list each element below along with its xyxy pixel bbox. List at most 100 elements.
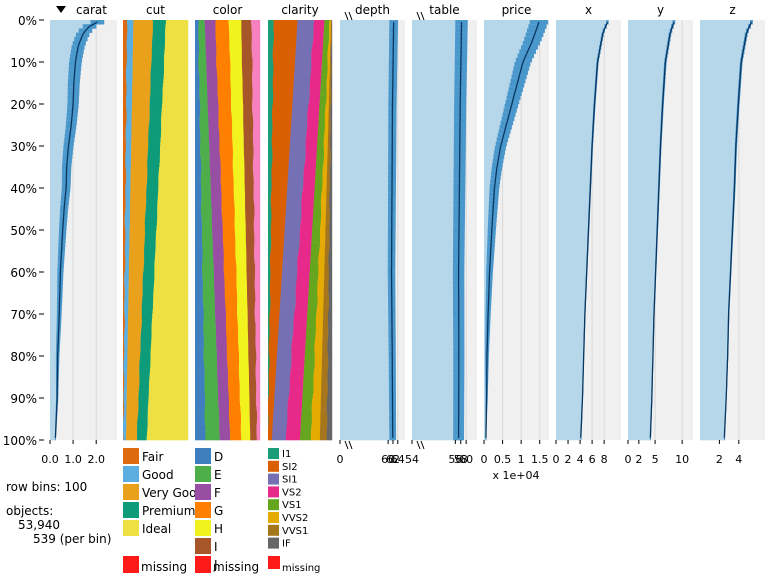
category-segment-good [126,45,134,50]
category-segment-vs2 [309,78,322,84]
mean-bar [556,305,586,311]
category-segment-i1 [268,78,274,84]
mean-bar [484,137,503,143]
category-segment-si1 [292,95,310,101]
category-segment-vvs1 [328,116,331,122]
mean-bar [628,32,670,38]
category-segment-good [123,410,127,416]
category-segment-ideal [157,200,189,206]
category-segment-si2 [268,419,274,424]
mean-bar [628,339,654,344]
category-segment-ideal [158,188,189,193]
category-segment-if [330,150,333,155]
legend-label: H [214,522,223,536]
category-segment-d [195,183,202,189]
category-segment-h [235,251,247,256]
category-segment-ideal [156,221,189,227]
mean-bar [340,70,393,75]
price-multiplier-note: x 1e+04 [493,469,540,482]
category-segment-i [247,309,255,315]
category-segment-h [238,330,249,336]
category-segment-premium [152,24,166,29]
mean-bar [50,242,62,248]
category-segment-i [244,158,254,164]
mean-bar [700,372,727,378]
category-segment-fair [123,293,125,298]
mean-bar [50,343,59,348]
mean-bar [484,41,532,46]
category-segment-si2 [273,32,297,38]
mean-bar [628,108,663,113]
mean-bar [340,200,392,206]
category-segment-good [126,20,134,25]
mean-bar [556,158,592,164]
category-segment-premium [140,330,152,336]
category-segment-very-goo [133,24,154,29]
category-segment-ideal [163,62,189,67]
category-segment-i [245,225,254,231]
category-segment-h [239,351,249,357]
category-segment-g [226,356,240,361]
category-segment-g [224,280,237,285]
mean-bar [556,141,593,147]
mean-bar [412,280,459,285]
category-segment-ideal [153,297,189,302]
category-segment-vs1 [317,133,325,138]
mean-bar [50,427,56,432]
category-segment-e [199,87,208,92]
category-segment-ideal [147,410,189,416]
category-segment-si1 [283,246,300,252]
category-segment-g [220,183,234,189]
category-segment-si1 [281,280,297,285]
category-segment-premium [144,221,158,227]
mean-bar [556,322,585,327]
missing-swatch [195,556,211,573]
mean-bar [484,406,487,411]
mean-bar [484,410,487,416]
mean-bar [628,146,661,151]
category-segment-fair [123,347,125,353]
category-segment-h [234,230,246,235]
category-segment-fair [123,20,128,25]
category-segment-vs1 [308,293,318,298]
category-segment-f [207,91,218,96]
category-segment-i [245,234,255,239]
category-segment-if [327,414,333,420]
mean-bar [412,377,459,382]
category-segment-si1 [296,41,313,46]
mean-bar [628,389,652,395]
mean-bar [340,251,392,256]
category-segment-si2 [271,192,288,197]
category-segment-j [254,314,261,319]
mean-bar [484,66,522,71]
mean-bar [340,335,393,340]
mean-bar [340,385,393,390]
category-segment-premium [144,242,156,248]
legend-label: D [214,450,223,464]
category-segment-e [203,301,216,306]
mean-bar [556,398,583,403]
category-segment-si1 [296,28,314,33]
category-segment-j [255,326,261,332]
category-segment-h [230,78,243,84]
mean-bar [700,204,734,210]
category-segment-vs1 [318,116,326,122]
mean-bar [628,24,673,29]
legend-label: VVS2 [282,513,308,524]
category-segment-vs2 [299,238,312,243]
category-segment-d [195,377,205,382]
mean-bar [412,217,460,222]
category-segment-f [209,162,221,168]
category-segment-e [198,28,206,33]
legend-swatch [268,524,279,536]
category-segment-e [198,36,206,42]
mean-bar [628,435,651,441]
category-segment-ideal [161,112,189,117]
category-segment-premium [149,99,163,105]
category-segment-vvs2 [317,293,324,298]
category-segment-h [232,133,244,138]
mean-bar [484,204,494,210]
mean-bar [556,435,581,441]
category-segment-fair [123,242,126,248]
sd-bar [723,435,725,441]
